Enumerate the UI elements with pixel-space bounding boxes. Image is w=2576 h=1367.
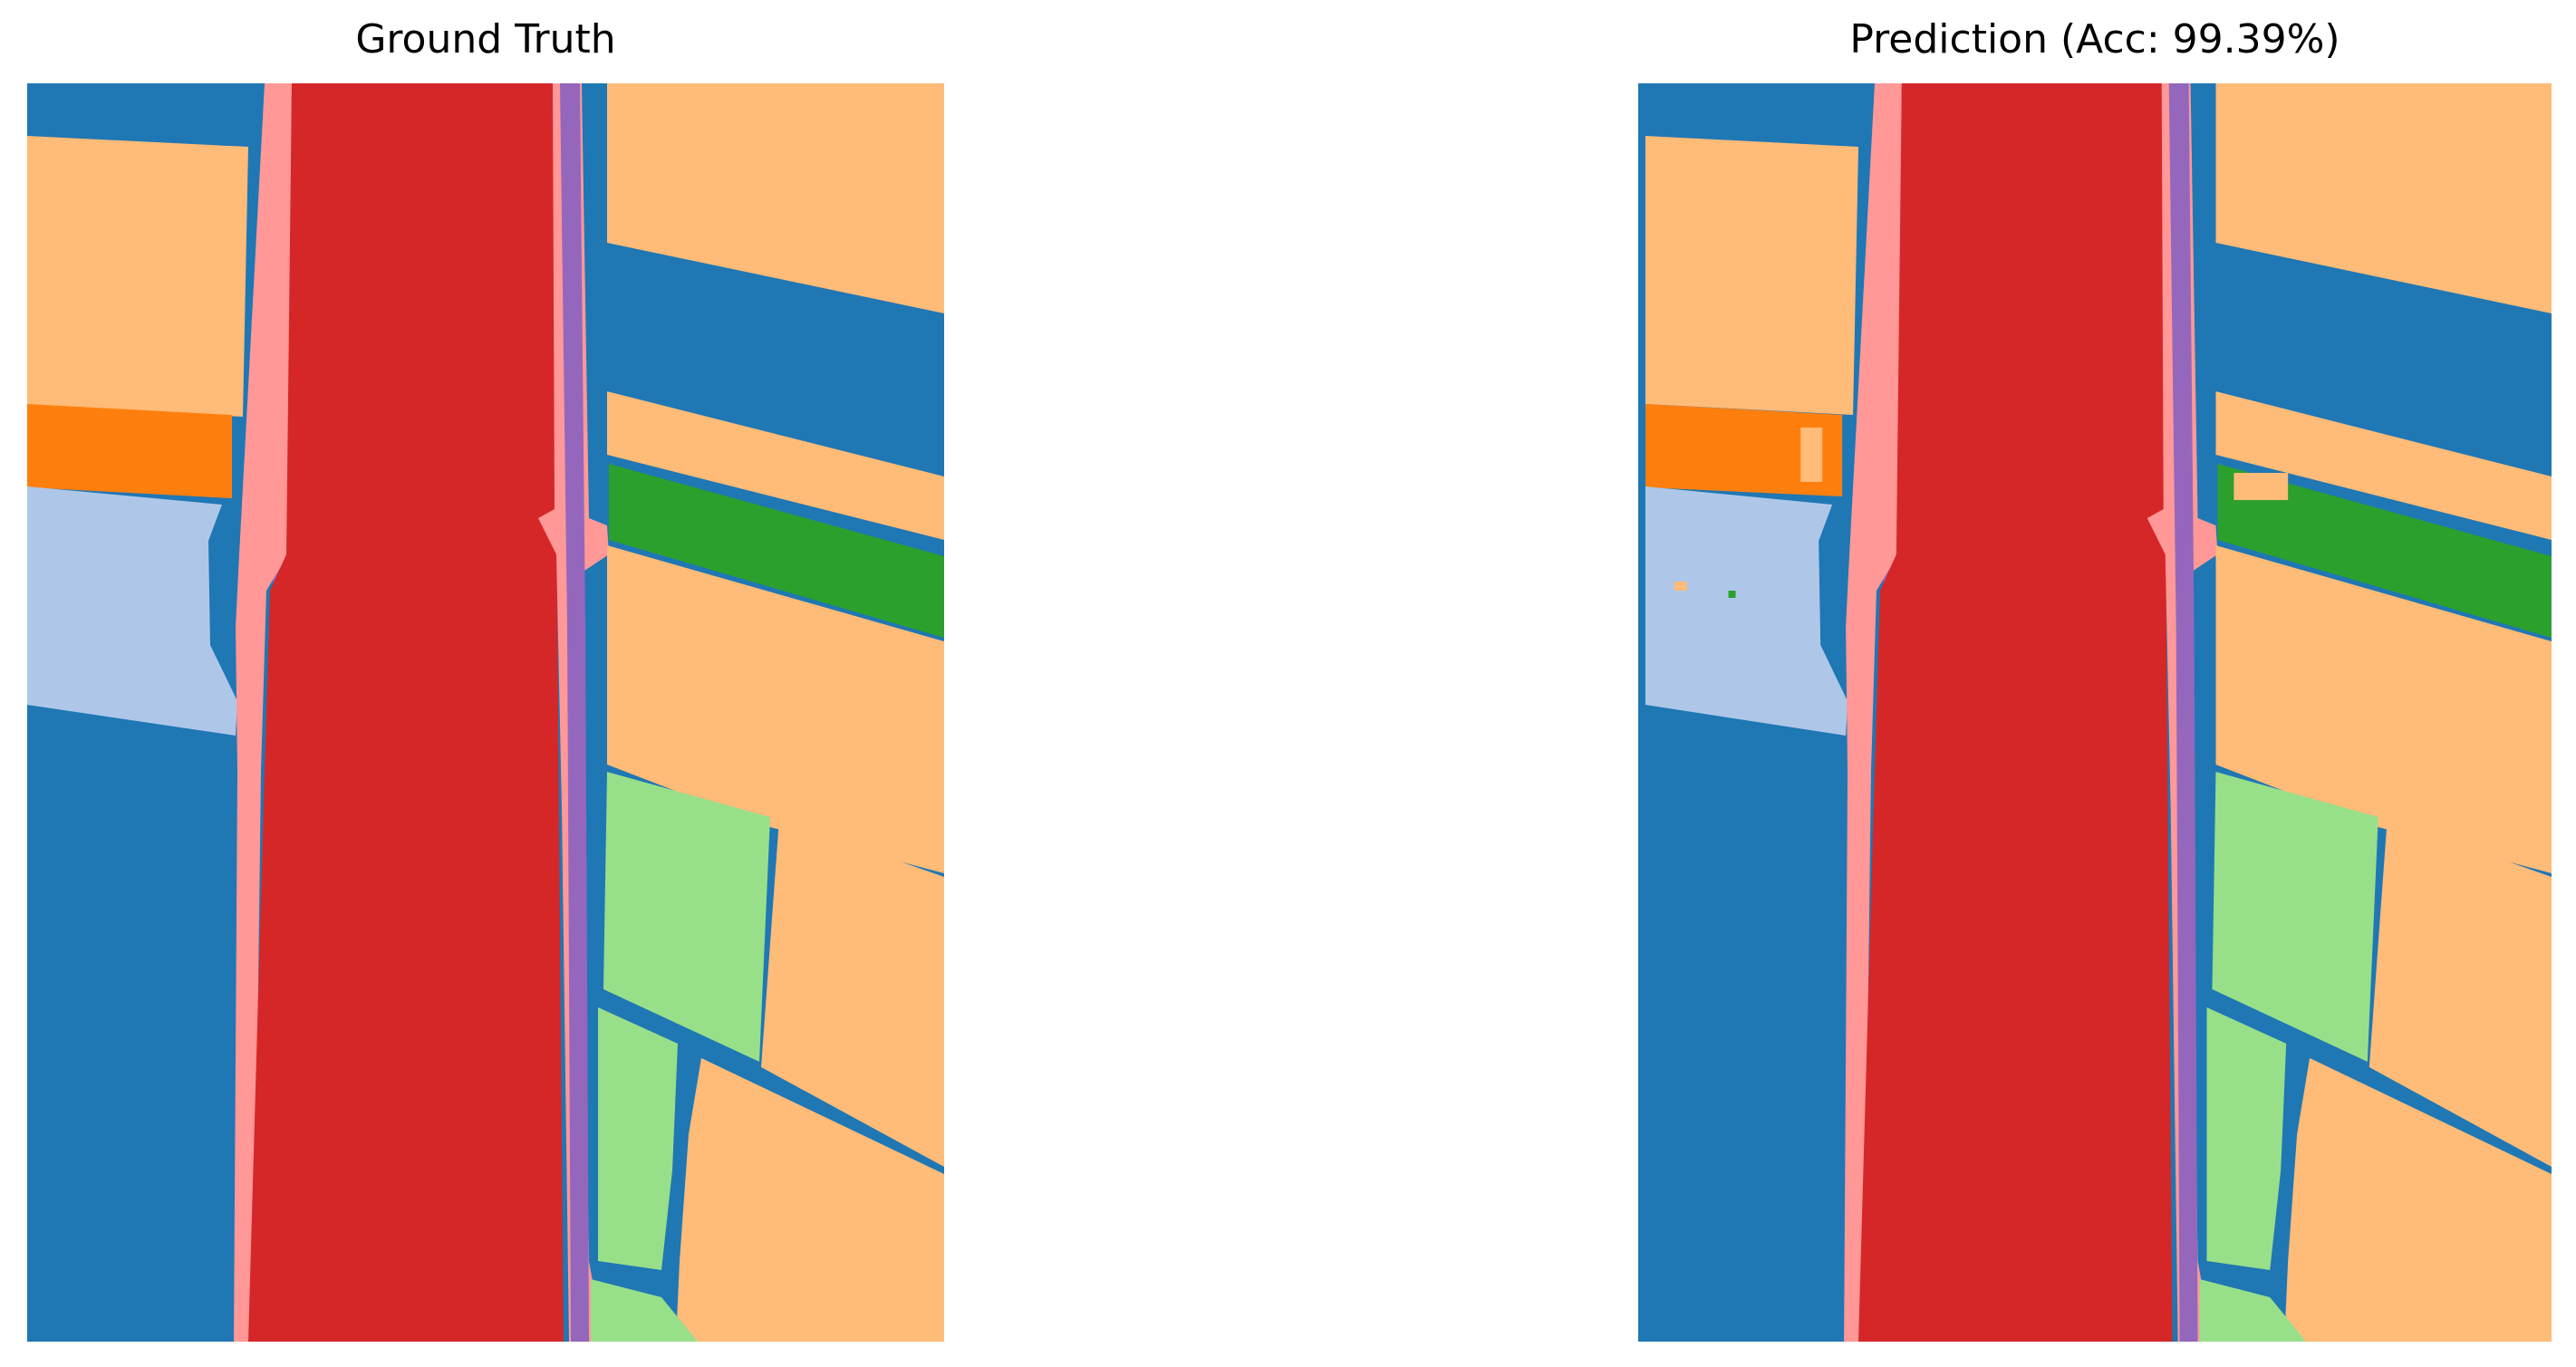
seg-field-tan-topleft xyxy=(27,136,248,417)
seg-river-red xyxy=(248,83,564,1342)
seg-field-lightblue xyxy=(27,486,237,736)
seg-river-red xyxy=(1858,83,2173,1342)
seg-field-tan-mid1 xyxy=(607,391,944,540)
prediction-title: Prediction (Acc: 99.39%) xyxy=(1849,16,2340,63)
ground-truth-title: Ground Truth xyxy=(355,16,616,63)
seg-field-tan-b xyxy=(761,819,944,1167)
seg-field-orange xyxy=(1645,404,1843,496)
ground-truth-segmentation-map xyxy=(27,83,944,1342)
seg-field-tan-c xyxy=(676,1058,944,1342)
seg-field-tan-mid2 xyxy=(2215,545,2552,873)
seg-bank-pink-left xyxy=(1844,83,1902,1342)
seg-field-tan-mid1 xyxy=(2215,391,2552,540)
seg-field-tan-c xyxy=(2284,1058,2552,1342)
seg-field-tan-b xyxy=(2369,819,2552,1167)
seg-field-tan-topright xyxy=(607,83,944,313)
seg-field-orange xyxy=(27,404,232,498)
seg-field-lightgreen-c xyxy=(591,1279,698,1342)
seg-field-lightblue xyxy=(1645,486,1848,736)
seg-field-green xyxy=(2217,464,2552,638)
seg-field-lightgreen-c xyxy=(2199,1279,2307,1342)
seg-noise-lightblue-2 xyxy=(1728,591,1736,598)
seg-noise-lightblue xyxy=(1674,582,1687,591)
seg-field-tan-topleft xyxy=(1645,136,1859,415)
prediction-segmentation-map xyxy=(1638,83,2552,1342)
seg-field-lightgreen-a xyxy=(2212,772,2378,1062)
seg-noise-orange xyxy=(1800,428,1823,482)
seg-edge-purple-right xyxy=(2168,83,2198,1342)
seg-noise-green xyxy=(2233,473,2289,500)
seg-bank-pink-left xyxy=(234,83,292,1342)
seg-edge-purple-right xyxy=(560,83,589,1342)
seg-field-lightgreen-b xyxy=(2206,1007,2287,1270)
seg-field-tan-mid2 xyxy=(607,545,944,873)
seg-field-lightgreen-a xyxy=(603,772,770,1062)
seg-field-tan-topright xyxy=(2215,83,2552,313)
seg-field-green xyxy=(609,464,944,638)
seg-field-lightgreen-b xyxy=(598,1007,678,1270)
